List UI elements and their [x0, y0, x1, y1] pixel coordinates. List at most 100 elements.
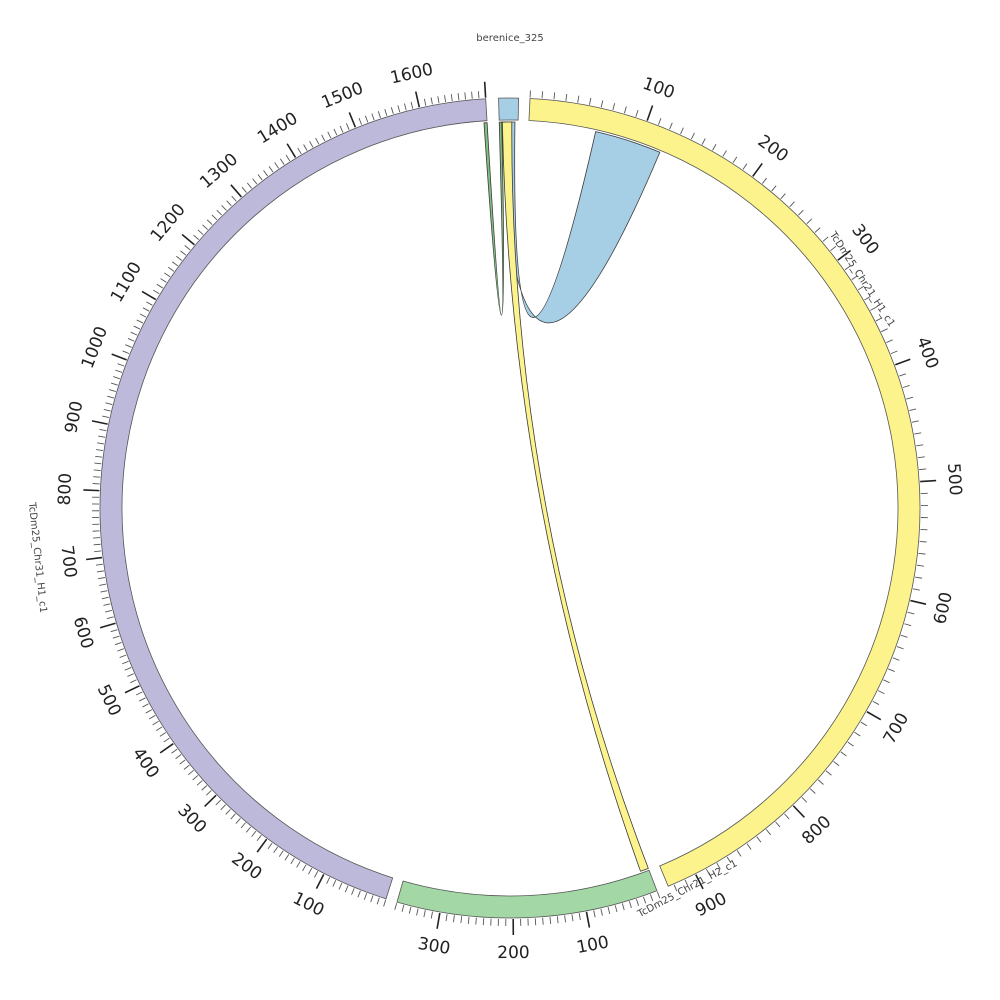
- minor-tick: [268, 166, 274, 173]
- minor-tick: [746, 843, 752, 850]
- minor-tick: [96, 570, 104, 573]
- minor-tick: [909, 408, 917, 412]
- segments-layer: [99, 97, 921, 919]
- minor-tick: [614, 905, 618, 913]
- minor-tick: [452, 915, 455, 923]
- minor-tick: [221, 205, 227, 211]
- minor-tick: [914, 432, 922, 435]
- minor-tick: [127, 338, 135, 342]
- minor-tick: [171, 261, 179, 267]
- minor-tick: [649, 894, 654, 902]
- tick-label-chr31h1-1500: 1500: [319, 78, 367, 113]
- minor-tick: [658, 118, 662, 125]
- minor-tick: [315, 137, 320, 145]
- minor-tick: [564, 915, 567, 923]
- tick-label-chr31h1-1400: 1400: [254, 109, 301, 149]
- minor-tick: [95, 455, 103, 458]
- minor-tick: [344, 885, 349, 893]
- minor-tick: [245, 826, 252, 833]
- link-berenice-chr21h2: [501, 121, 649, 872]
- minor-tick: [600, 908, 603, 916]
- major-tick: [414, 91, 421, 108]
- segment-chr31h1: [99, 98, 488, 900]
- minor-tick: [139, 313, 147, 318]
- minor-tick: [296, 861, 301, 868]
- minor-tick: [430, 97, 433, 105]
- minor-tick: [716, 862, 721, 870]
- minor-tick: [175, 754, 182, 760]
- minor-tick: [390, 107, 394, 115]
- minor-tick: [326, 877, 331, 884]
- minor-tick: [99, 428, 107, 432]
- minor-tick: [370, 895, 374, 903]
- minor-tick: [464, 92, 467, 100]
- minor-tick: [416, 908, 419, 916]
- minor-tick: [549, 917, 552, 925]
- minor-tick: [231, 195, 237, 202]
- minor-tick: [628, 901, 632, 909]
- minor-tick: [775, 821, 781, 828]
- minor-tick: [240, 822, 246, 829]
- minor-tick: [771, 185, 777, 192]
- segment-label-berenice: berenice_325: [476, 33, 543, 44]
- tick-label-chr31h1-400: 400: [128, 744, 163, 782]
- minor-tick: [854, 731, 861, 737]
- minor-tick: [97, 442, 105, 445]
- minor-tick: [115, 369, 123, 373]
- minor-tick: [108, 389, 116, 393]
- minor-tick: [99, 583, 107, 586]
- tick-label-chr21h1-100: 100: [640, 74, 677, 104]
- minor-tick: [201, 785, 208, 791]
- minor-tick: [142, 703, 149, 708]
- major-tick: [159, 743, 174, 754]
- major-tick: [483, 81, 487, 98]
- minor-tick: [477, 91, 480, 99]
- tick-label-chr21h1-900: 900: [692, 889, 730, 922]
- minor-tick: [309, 140, 314, 148]
- minor-tick: [127, 673, 135, 677]
- minor-tick: [93, 543, 101, 546]
- minor-tick: [241, 186, 247, 193]
- minor-tick: [475, 917, 477, 925]
- minor-tick: [117, 648, 124, 652]
- minor-tick: [179, 759, 186, 765]
- minor-tick: [130, 331, 138, 336]
- minor-tick: [404, 103, 407, 111]
- minor-tick: [146, 301, 153, 306]
- tick-label-chr21h2-100: 100: [575, 932, 611, 958]
- minor-tick: [801, 797, 808, 803]
- tick-label-chr31h1-1600: 1600: [388, 59, 435, 88]
- minor-tick: [101, 596, 109, 600]
- tick-label-chr21h1-200: 200: [754, 131, 792, 166]
- minor-tick: [833, 761, 840, 767]
- minor-tick: [273, 846, 278, 854]
- minor-tick: [917, 456, 925, 459]
- minor-tick: [736, 850, 742, 857]
- minor-tick: [553, 92, 556, 100]
- minor-tick: [542, 917, 544, 925]
- minor-tick: [371, 113, 375, 121]
- minor-tick: [113, 376, 120, 380]
- minor-tick: [556, 916, 559, 924]
- minor-tick: [332, 880, 337, 887]
- minor-tick: [164, 272, 171, 278]
- minor-tick: [176, 255, 183, 261]
- segment-chr21h2: [396, 869, 658, 919]
- minor-tick: [817, 779, 824, 785]
- tick-label-chr31h1-1200: 1200: [147, 200, 190, 246]
- minor-tick: [765, 829, 771, 836]
- major-tick: [111, 353, 127, 361]
- minor-tick: [121, 660, 129, 665]
- link-berenice-chr31h1: [483, 121, 505, 316]
- major-tick: [436, 912, 441, 929]
- minor-tick: [669, 122, 673, 130]
- tick-label-chr31h1-900: 900: [61, 399, 87, 435]
- minor-tick: [565, 93, 568, 101]
- minor-tick: [722, 150, 727, 157]
- minor-tick: [825, 770, 832, 776]
- minor-tick: [94, 462, 102, 465]
- major-tick: [866, 711, 882, 721]
- minor-tick: [308, 867, 313, 875]
- tick-label-chr31h1-500: 500: [93, 682, 125, 720]
- minor-tick: [145, 709, 153, 714]
